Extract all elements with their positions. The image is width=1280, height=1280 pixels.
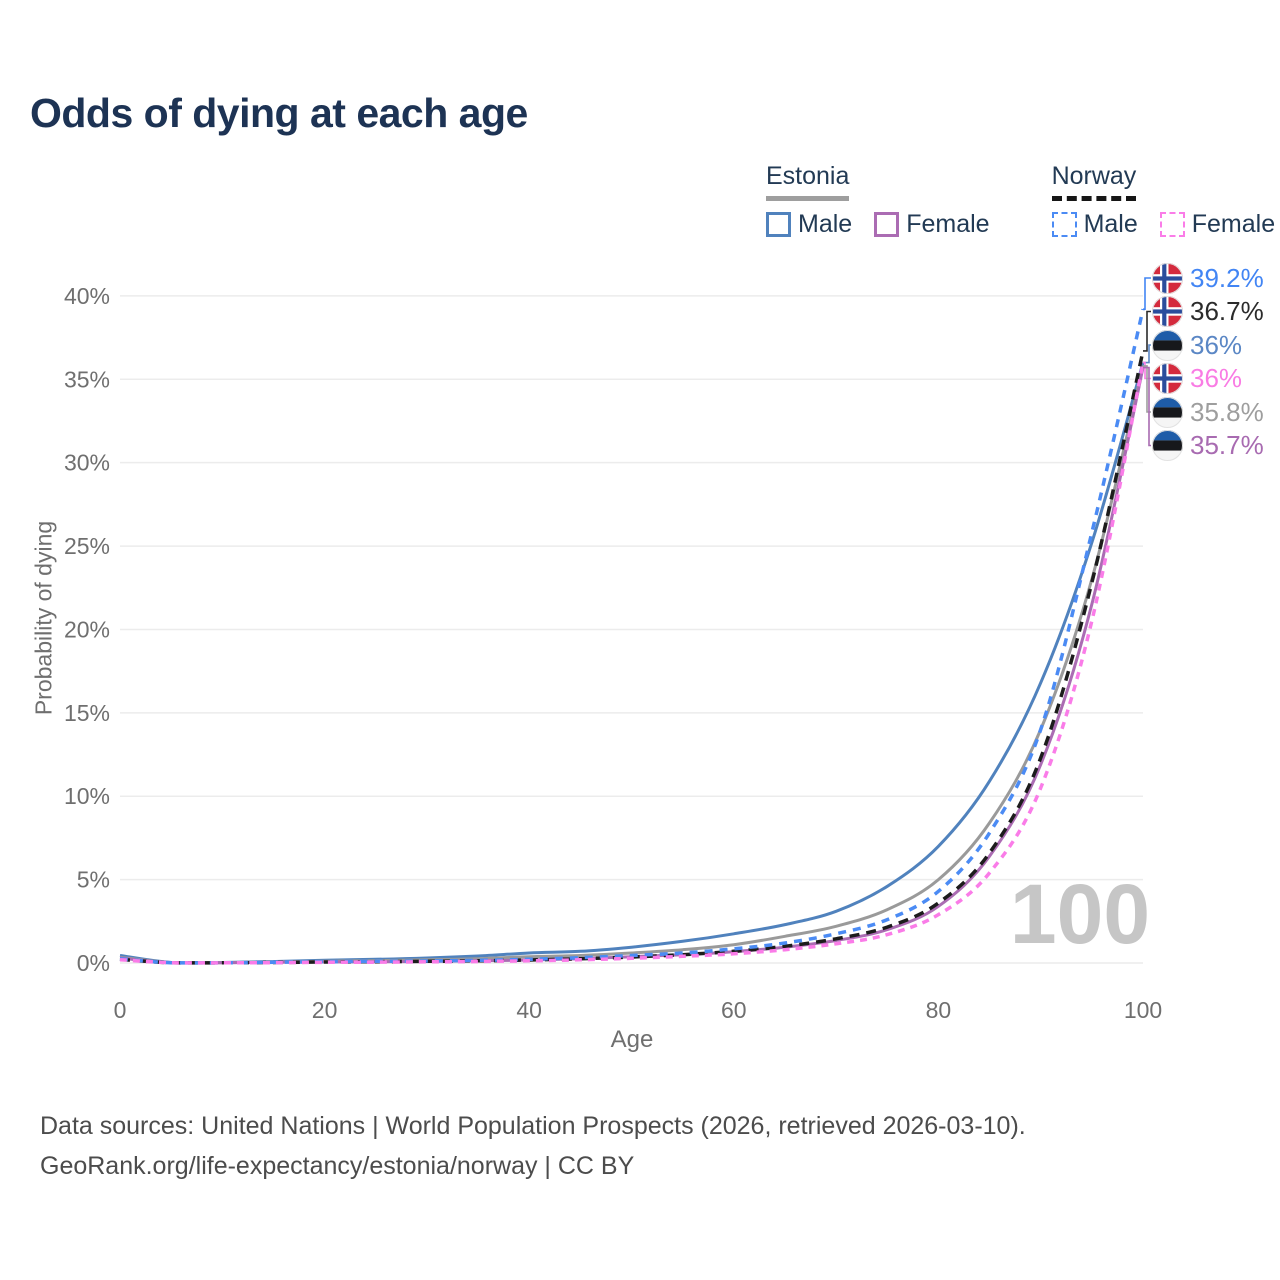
end-label-estonia-female: 35.7% <box>1152 430 1264 462</box>
y-axis-title: Probability of dying <box>30 520 57 716</box>
legend-item-estonia-female[interactable]: Female <box>874 210 990 239</box>
end-label-value: 35.8% <box>1190 396 1264 427</box>
y-tick-label: 30% <box>64 450 110 476</box>
end-label-norway-combined: 36.7% <box>1152 296 1264 328</box>
end-label-value: 36% <box>1190 329 1243 360</box>
series-line-norway-male[interactable] <box>119 308 1145 965</box>
x-tick-label: 20 <box>312 997 338 1023</box>
y-tick-label: 25% <box>64 533 110 559</box>
legend-header-norway[interactable]: Norway <box>1051 162 1137 201</box>
leader-line <box>1143 344 1151 364</box>
legend-header-estonia[interactable]: Estonia <box>766 162 850 201</box>
legend-label: Female <box>1191 210 1276 238</box>
x-tick-label: 40 <box>516 997 542 1023</box>
legend-item-estonia-male[interactable]: Male <box>766 210 852 239</box>
series-line-norway-female[interactable] <box>119 362 1145 965</box>
end-label-norway-female: 36% <box>1152 363 1242 395</box>
estonia-female-swatch-icon <box>874 212 900 237</box>
legend-label: Male <box>798 210 853 238</box>
estonia-flag-icon <box>1152 430 1183 461</box>
end-label-value: 36% <box>1190 363 1243 393</box>
legend: Estonia Male Female Norway Male <box>766 162 1275 239</box>
legend-item-norway-male[interactable]: Male <box>1051 210 1138 239</box>
estonia-flag-icon <box>1152 396 1183 428</box>
norway-flag-icon <box>1152 296 1183 327</box>
y-tick-label: 15% <box>64 700 110 726</box>
footer-sources-line: Data sources: United Nations | World Pop… <box>40 1112 1026 1140</box>
legend-item-norway-female[interactable]: Female <box>1159 210 1276 239</box>
y-tick-label: 35% <box>64 366 110 392</box>
end-label-estonia-male: 36% <box>1152 329 1242 361</box>
y-tick-label: 0% <box>77 950 110 976</box>
legend-label: Female <box>906 210 990 238</box>
end-label-value: 39.2% <box>1190 262 1264 293</box>
x-axis-title: Age <box>610 1026 654 1053</box>
leader-line <box>1143 310 1151 352</box>
x-tick-label: 0 <box>114 997 127 1023</box>
legend-group-estonia: Estonia Male Female <box>766 162 990 239</box>
end-label-norway-male: 39.2% <box>1152 262 1264 294</box>
series-line-norway-combined[interactable] <box>119 350 1145 965</box>
footer-attribution-line: GeoRank.org/life-expectancy/estonia/norw… <box>40 1152 635 1180</box>
x-tick-label: 100 <box>1124 997 1162 1023</box>
leader-line <box>1143 361 1151 380</box>
legend-label: Male <box>1083 210 1138 238</box>
norway-flag-icon <box>1152 363 1183 394</box>
y-tick-label: 20% <box>64 616 110 642</box>
end-label-value: 35.7% <box>1190 430 1264 460</box>
end-label-estonia-combined: 35.8% <box>1152 396 1264 428</box>
footer: Data sources: United Nations | World Pop… <box>40 1106 1026 1186</box>
legend-group-norway: Norway Male Female <box>1051 162 1276 239</box>
leader-line <box>1143 277 1151 310</box>
hover-age-watermark: 100 <box>1010 867 1150 961</box>
x-tick-label: 80 <box>926 997 952 1023</box>
estonia-flag-icon <box>1152 329 1183 361</box>
y-tick-label: 40% <box>64 283 110 309</box>
leader-line <box>1143 366 1151 447</box>
norway-flag-icon <box>1152 262 1183 294</box>
page-title: Odds of dying at each age <box>30 90 528 136</box>
y-tick-label: 10% <box>64 783 110 809</box>
x-tick-label: 60 <box>721 997 747 1023</box>
estonia-male-swatch-icon <box>766 212 791 237</box>
norway-male-swatch-icon <box>1051 212 1077 237</box>
norway-female-swatch-icon <box>1159 212 1185 237</box>
y-tick-label: 5% <box>77 867 110 893</box>
end-label-value: 36.7% <box>1190 296 1264 326</box>
